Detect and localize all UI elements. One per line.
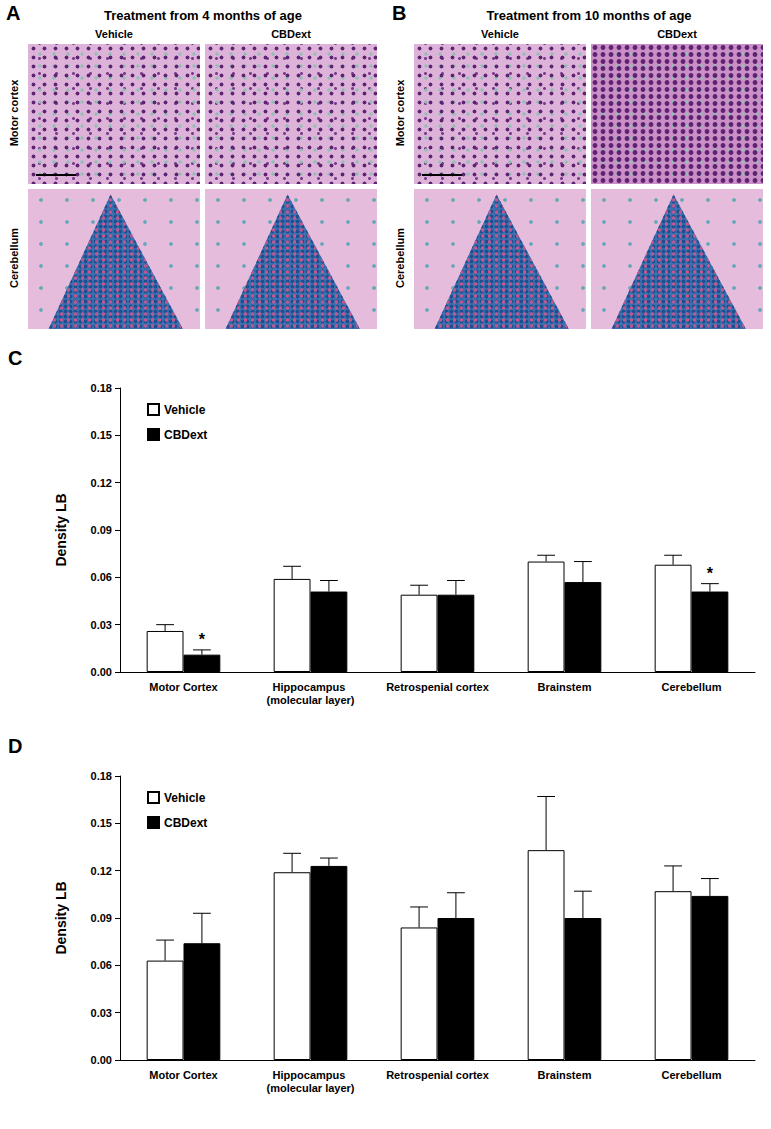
svg-text:0.09: 0.09 xyxy=(91,524,112,536)
svg-text:0.06: 0.06 xyxy=(91,959,112,971)
svg-text:C: C xyxy=(8,347,22,369)
svg-text:0.18: 0.18 xyxy=(91,770,112,782)
html-text:B: B xyxy=(392,2,407,24)
svg-text:Cerebellum: Cerebellum xyxy=(662,681,722,693)
svg-text:(molecular layer): (molecular layer) xyxy=(266,694,354,706)
svg-text:Retrospenial cortex: Retrospenial cortex xyxy=(386,1069,490,1081)
html-text:Cerebellum: Cerebellum xyxy=(8,228,20,288)
svg-text:0.09: 0.09 xyxy=(91,912,112,924)
html-text:Motor cortex: Motor cortex xyxy=(8,79,20,147)
html-text:Cerebellum: Cerebellum xyxy=(394,228,406,288)
svg-text:0.00: 0.00 xyxy=(91,1054,112,1066)
svg-text:*: * xyxy=(199,631,206,648)
html-text:Treatment from 10 months of ag: Treatment from 10 months of age xyxy=(486,8,692,23)
svg-text:0.15: 0.15 xyxy=(91,429,112,441)
svg-text:0.12: 0.12 xyxy=(91,477,112,489)
svg-text:0.15: 0.15 xyxy=(91,817,112,829)
svg-text:0.00: 0.00 xyxy=(91,666,112,678)
svg-text:0.12: 0.12 xyxy=(91,865,112,877)
html-text:A: A xyxy=(6,2,21,24)
svg-text:Density LB: Density LB xyxy=(53,493,69,566)
html-text:CBDext: CBDext xyxy=(271,28,311,40)
svg-text:Density LB: Density LB xyxy=(53,881,69,954)
svg-text:0.06: 0.06 xyxy=(91,571,112,583)
svg-text:Retrospenial cortex: Retrospenial cortex xyxy=(386,681,490,693)
svg-text:CBDext: CBDext xyxy=(164,428,207,442)
svg-text:Brainstem: Brainstem xyxy=(538,1069,592,1081)
svg-text:Vehicle: Vehicle xyxy=(164,791,206,805)
svg-text:0.03: 0.03 xyxy=(91,1007,112,1019)
html-text:Treatment from 4 months of age: Treatment from 4 months of age xyxy=(104,8,302,23)
svg-text:*: * xyxy=(707,565,714,582)
html-text:Vehicle: Vehicle xyxy=(481,28,519,40)
svg-text:Motor Cortex: Motor Cortex xyxy=(149,681,218,693)
svg-text:0.18: 0.18 xyxy=(91,382,112,394)
html-text:Motor cortex: Motor cortex xyxy=(394,79,406,147)
svg-text:Hippocampus: Hippocampus xyxy=(273,1069,349,1081)
svg-text:Brainstem: Brainstem xyxy=(538,681,592,693)
svg-text:D: D xyxy=(8,735,22,757)
svg-text:Vehicle: Vehicle xyxy=(164,403,206,417)
svg-text:Cerebellum: Cerebellum xyxy=(662,1069,722,1081)
svg-text:Motor Cortex: Motor Cortex xyxy=(149,1069,218,1081)
html-text:CBDext: CBDext xyxy=(657,28,697,40)
svg-text:0.03: 0.03 xyxy=(91,619,112,631)
svg-text:Hippocampus: Hippocampus xyxy=(273,681,349,693)
svg-text:CBDext: CBDext xyxy=(164,816,207,830)
svg-text:(molecular layer): (molecular layer) xyxy=(266,1082,354,1094)
html-text:Vehicle: Vehicle xyxy=(95,28,133,40)
